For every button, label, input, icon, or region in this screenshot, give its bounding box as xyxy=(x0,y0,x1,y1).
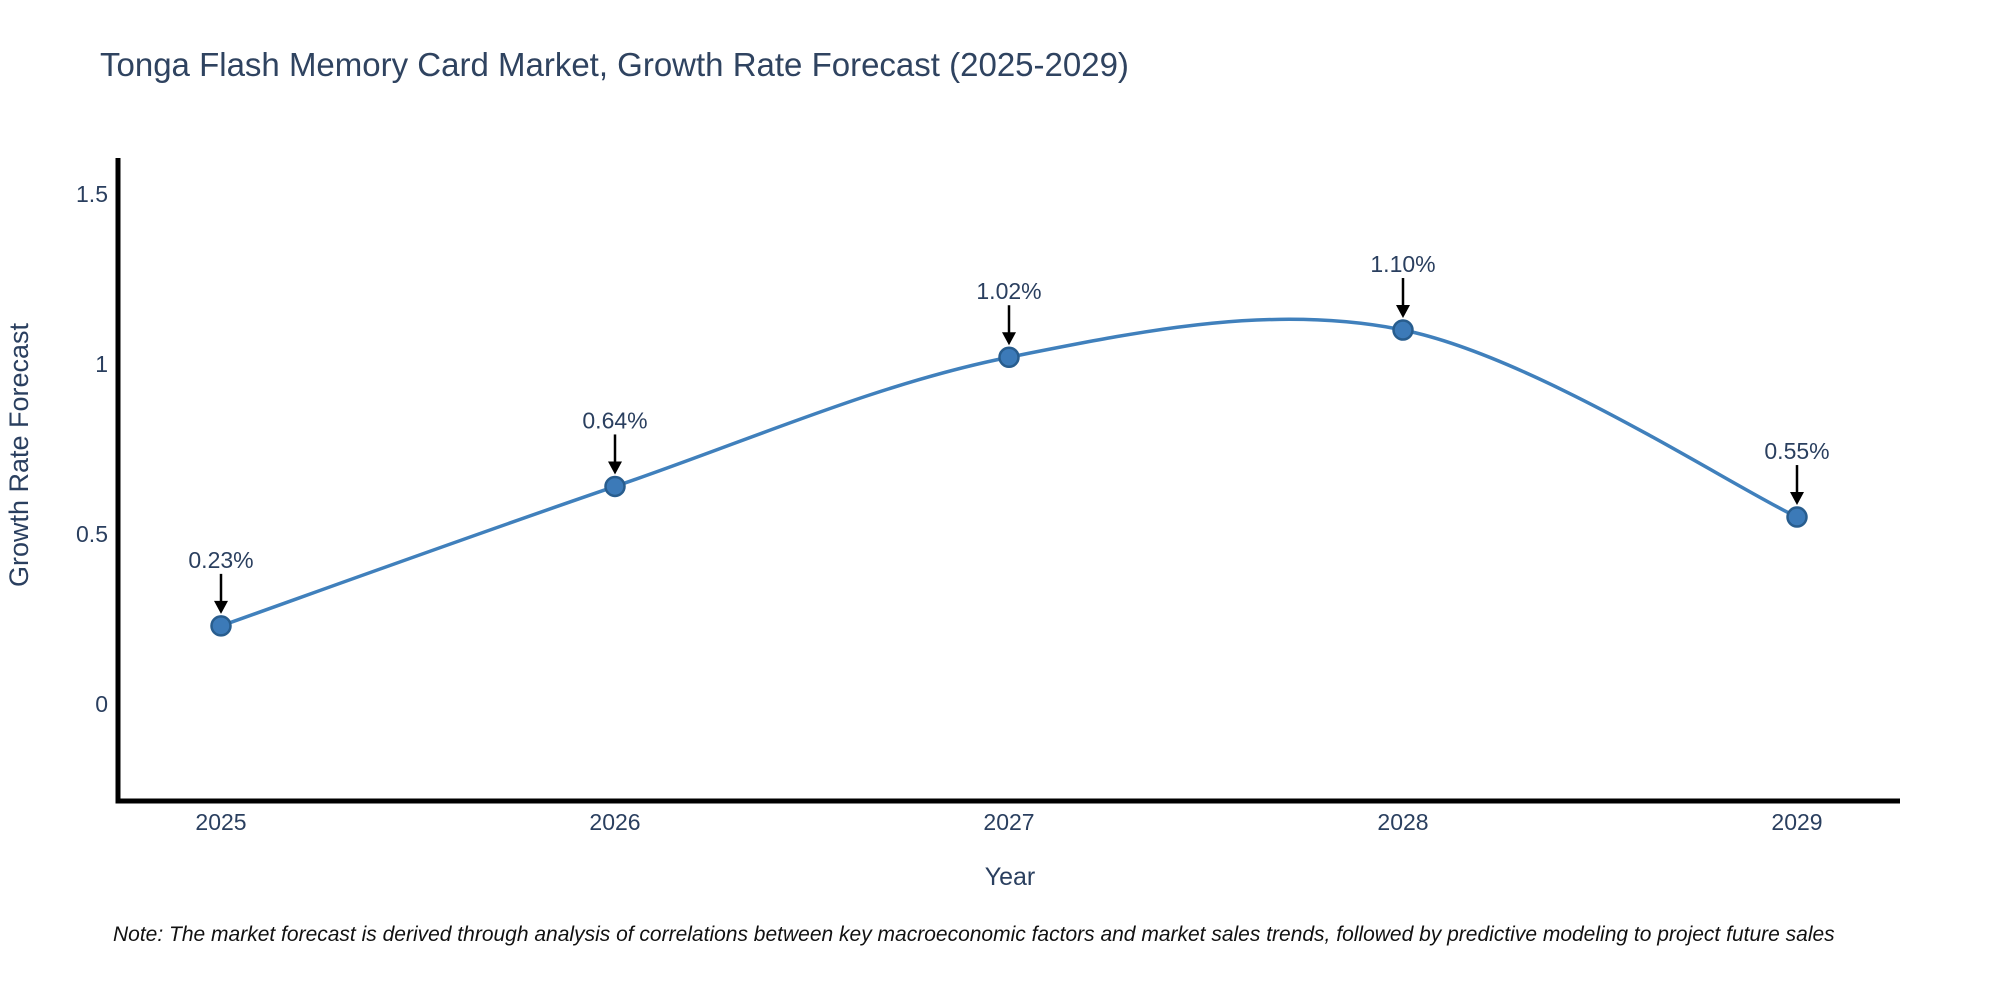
data-point-label: 1.10% xyxy=(1370,251,1435,277)
chart-title: Tonga Flash Memory Card Market, Growth R… xyxy=(100,46,1129,83)
x-tick-label: 2028 xyxy=(1377,809,1428,835)
data-point-marker xyxy=(998,346,1020,368)
data-point-marker xyxy=(604,475,626,498)
x-tick-label: 2025 xyxy=(195,809,246,835)
data-point-label: 1.02% xyxy=(976,278,1041,304)
y-tick-label: 0 xyxy=(95,691,108,717)
data-point-label: 0.23% xyxy=(188,547,253,573)
axes xyxy=(115,158,1900,804)
data-point-marker xyxy=(1392,319,1414,341)
annotation-arrowhead xyxy=(1002,332,1016,346)
annotation-arrowhead xyxy=(1396,305,1410,319)
x-axis-title: Year xyxy=(985,863,1036,891)
x-tick-label: 2026 xyxy=(589,809,640,835)
y-tick-label: 0.5 xyxy=(76,521,108,547)
x-axis-tick-labels: 2025 2026 2027 2028 2029 xyxy=(195,809,1822,835)
y-tick-label: 1 xyxy=(95,351,108,377)
x-tick-label: 2027 xyxy=(983,809,1034,835)
y-axis-title: Growth Rate Forecast xyxy=(4,322,34,587)
x-tick-label: 2029 xyxy=(1771,809,1822,835)
annotation-arrowhead xyxy=(608,461,622,475)
y-tick-label: 1.5 xyxy=(76,181,108,207)
footnote: Note: The market forecast is derived thr… xyxy=(113,923,1835,946)
data-point-label: 0.64% xyxy=(582,407,647,433)
data-point-markers xyxy=(210,319,1808,637)
data-point-annotations: 0.23% 0.64% 1.02% 1.10% 0.55% xyxy=(188,251,1830,614)
annotation-arrowhead xyxy=(214,600,228,614)
y-axis-tick-labels: 0 0.5 1 1.5 xyxy=(76,181,108,717)
data-point-marker xyxy=(210,615,232,637)
data-point-label: 0.55% xyxy=(1764,438,1829,464)
annotation-arrowhead xyxy=(1790,492,1804,506)
data-point-marker xyxy=(1786,506,1808,528)
